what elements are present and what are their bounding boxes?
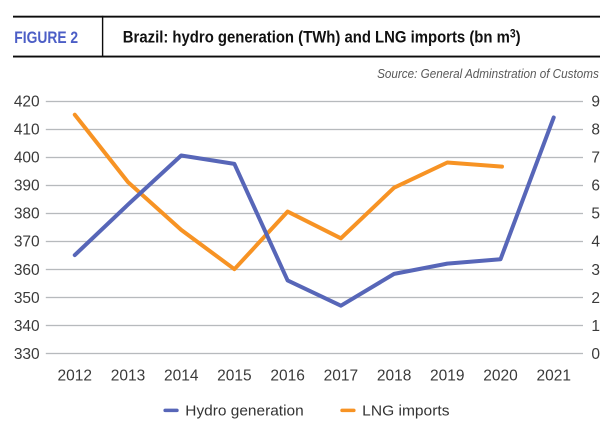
svg-text:2020: 2020 [483,368,518,385]
svg-text:370: 370 [14,234,40,251]
svg-text:2014: 2014 [164,368,199,385]
svg-text:420: 420 [14,93,40,110]
svg-text:350: 350 [14,290,40,307]
svg-text:2018: 2018 [377,368,411,385]
svg-text:FIGURE 2: FIGURE 2 [14,28,78,47]
svg-text:4: 4 [591,234,600,251]
svg-text:3: 3 [591,262,600,279]
svg-text:400: 400 [14,150,40,167]
svg-text:2021: 2021 [536,368,570,385]
svg-text:7: 7 [591,150,600,167]
svg-text:2016: 2016 [270,368,304,385]
svg-text:6: 6 [591,178,600,195]
svg-text:2: 2 [591,290,600,307]
svg-text:0: 0 [591,346,600,363]
svg-text:5: 5 [591,206,600,223]
svg-text:330: 330 [14,346,40,363]
svg-text:340: 340 [14,318,40,335]
svg-text:390: 390 [14,178,40,195]
svg-text:2015: 2015 [217,368,251,385]
svg-text:360: 360 [14,262,40,279]
svg-text:410: 410 [14,121,40,138]
svg-text:9: 9 [591,93,600,110]
svg-text:8: 8 [591,121,600,138]
svg-text:2013: 2013 [111,368,145,385]
svg-text:Source: General Adminstration: Source: General Adminstration of Customs [377,67,599,81]
svg-text:2017: 2017 [324,368,358,385]
svg-text:Brazil: hydro generation (TWh): Brazil: hydro generation (TWh) and LNG i… [123,29,521,47]
svg-text:LNG imports: LNG imports [362,403,449,420]
svg-text:Hydro generation: Hydro generation [185,403,303,420]
svg-text:2019: 2019 [430,368,464,385]
svg-text:1: 1 [591,318,600,335]
svg-text:2012: 2012 [58,368,92,385]
svg-text:380: 380 [14,206,40,223]
